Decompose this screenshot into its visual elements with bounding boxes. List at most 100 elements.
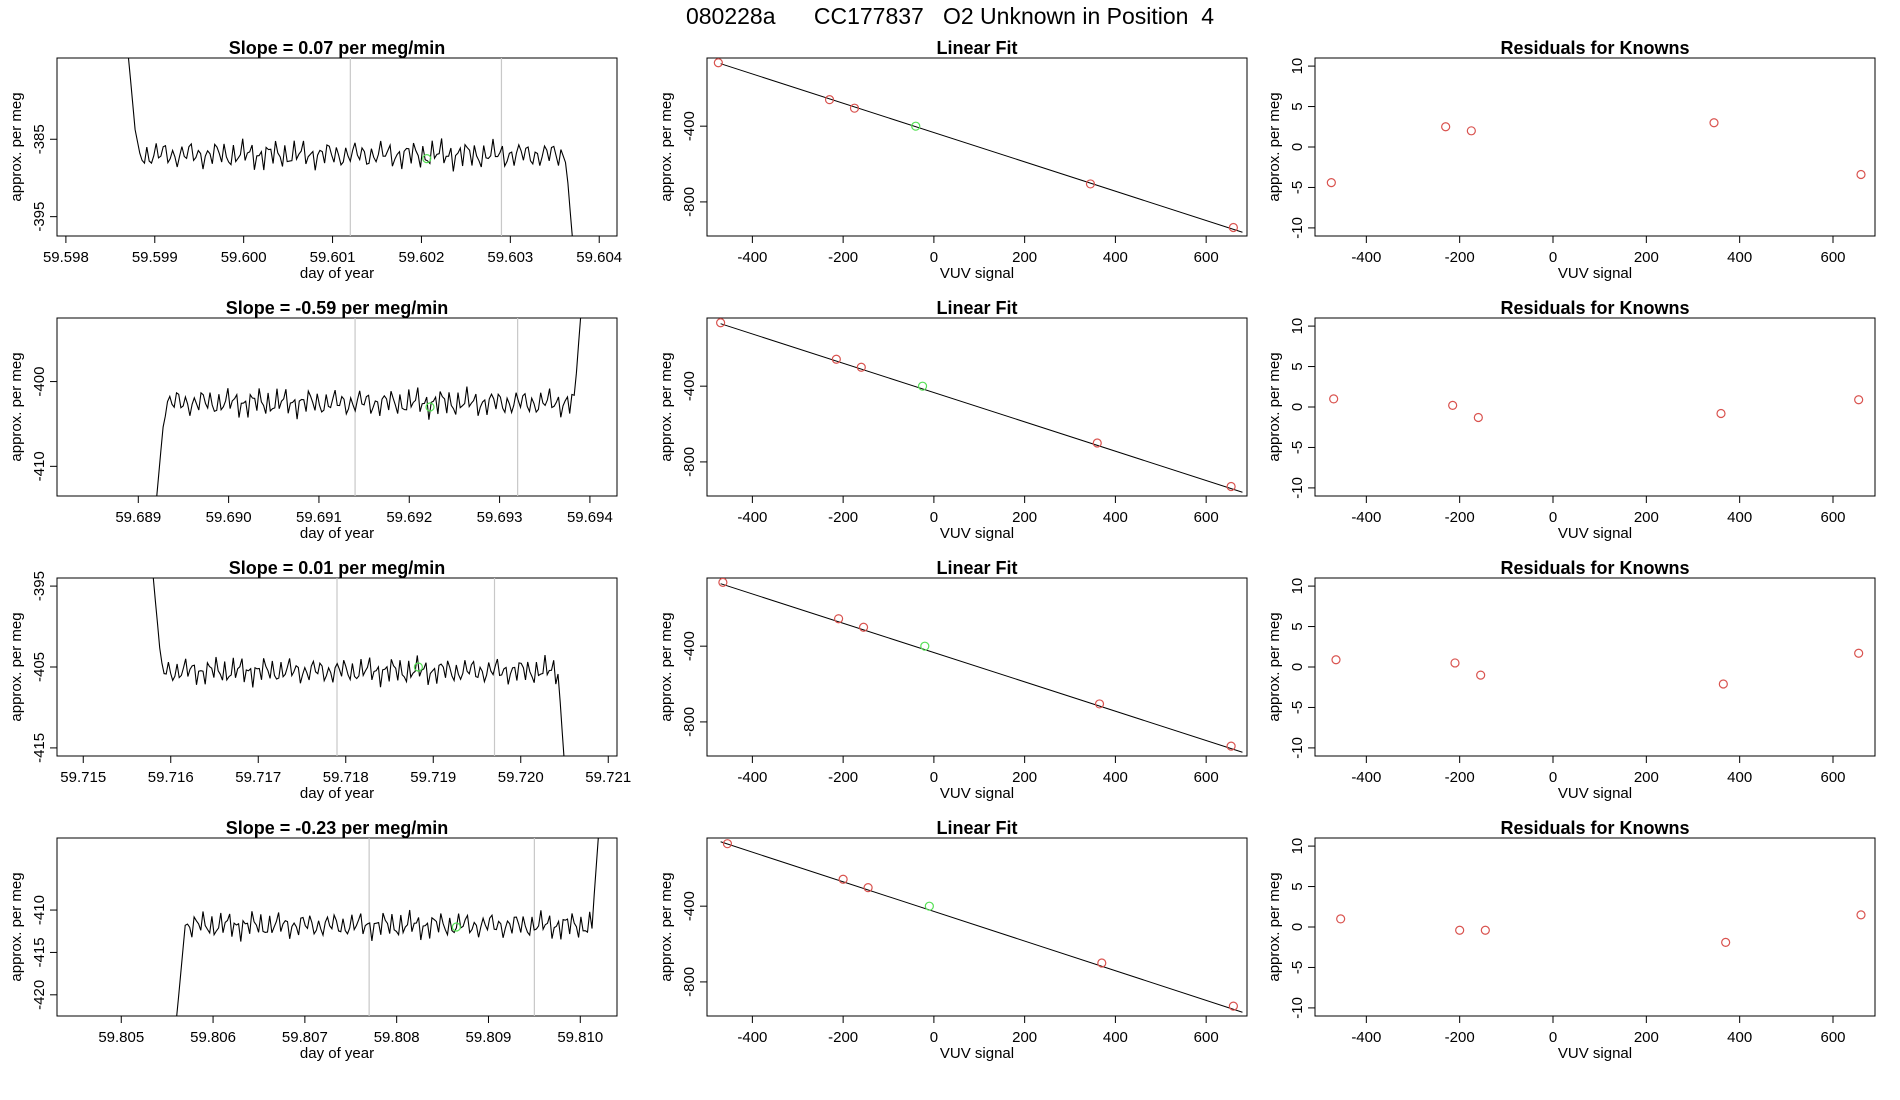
y-tick-label: -410	[31, 451, 48, 481]
known-point	[1228, 1001, 1238, 1011]
known-point	[833, 614, 844, 624]
y-tick-label: -10	[1289, 997, 1306, 1019]
x-tick-label: -200	[1445, 769, 1475, 786]
known-point	[831, 354, 841, 364]
x-tick-label: 59.719	[410, 769, 456, 786]
x-tick-label: 600	[1820, 249, 1845, 266]
plot-area	[713, 58, 1243, 233]
x-tick-label: -400	[1351, 769, 1381, 786]
x-tick-label: 59.693	[477, 509, 523, 526]
x-tick-label: 0	[930, 769, 938, 786]
x-tick-label: 400	[1103, 249, 1128, 266]
known-point	[1721, 937, 1731, 947]
x-tick-label: 0	[1549, 249, 1557, 266]
x-tick-label: 600	[1194, 1029, 1219, 1046]
x-axis-label: VUV signal	[940, 525, 1014, 542]
known-point	[1226, 481, 1236, 492]
y-tick-label: -400	[31, 367, 48, 397]
x-tick-label: 0	[1549, 1029, 1557, 1046]
y-tick-label: -400	[681, 891, 698, 921]
y-tick-label: -5	[1289, 701, 1306, 714]
plot-area	[1329, 394, 1864, 423]
x-tick-label: 600	[1820, 1029, 1845, 1046]
plot-area	[720, 839, 1243, 1013]
chart-panel-3: Residuals for Knowns -400 -200 0 200 400 600 10…	[1266, 38, 1876, 282]
x-tick-label: -200	[1445, 249, 1475, 266]
x-axis-label: VUV signal	[940, 1045, 1014, 1062]
x-tick-label: 59.721	[585, 769, 631, 786]
x-tick-label: -400	[1351, 1029, 1381, 1046]
x-tick-label: 0	[930, 509, 938, 526]
plot-frame	[56, 837, 618, 1017]
chart-panel-9: Residuals for Knowns -400 -200 0 200 400 600 10…	[1266, 558, 1876, 802]
known-point	[718, 578, 728, 587]
known-point	[858, 622, 869, 632]
x-tick-label: 400	[1727, 769, 1752, 786]
known-point	[1455, 925, 1465, 935]
y-tick-label: 0	[1289, 143, 1306, 151]
chart-panel-11: Linear Fit -400 -200 0 200 400 600 -400 -800 VUV …	[658, 818, 1248, 1062]
unknown-point	[924, 901, 934, 911]
x-tick-label: 59.810	[557, 1029, 603, 1046]
y-tick-label: 10	[1289, 578, 1306, 595]
known-point	[1092, 438, 1102, 448]
known-point	[1473, 412, 1483, 423]
plot-frame	[1314, 317, 1876, 497]
x-tick-label: -400	[1351, 249, 1381, 266]
known-point	[722, 839, 733, 849]
known-point	[1094, 699, 1105, 709]
data-trace	[156, 318, 582, 496]
y-tick-label: -5	[1289, 441, 1306, 454]
x-tick-label: 59.806	[190, 1029, 236, 1046]
x-axis-label: VUV signal	[1558, 265, 1632, 282]
chart-title: Slope = 0.07 per meg/min	[229, 38, 446, 58]
x-tick-label: 200	[1634, 509, 1659, 526]
plot-frame	[706, 837, 1248, 1017]
known-point	[1709, 118, 1719, 128]
plot-frame	[706, 57, 1248, 237]
chart-panel-1: Slope = 0.07 per meg/min 59.598 59.599 59.6…	[8, 38, 622, 282]
unknown-point	[917, 381, 928, 391]
x-tick-label: 0	[1549, 509, 1557, 526]
x-axis-label: day of year	[300, 525, 374, 542]
x-tick-label: -400	[737, 509, 767, 526]
y-axis-label: approx. per meg	[658, 352, 675, 461]
chart-panel-10: Slope = -0.23 per meg/min 59.805 59.806 59.…	[8, 818, 618, 1062]
y-tick-label: -5	[1289, 181, 1306, 194]
known-point	[1331, 655, 1341, 665]
y-tick-label: -800	[681, 447, 698, 477]
plot-area	[716, 318, 1243, 493]
x-tick-label: 59.692	[386, 509, 432, 526]
x-tick-label: 59.809	[466, 1029, 512, 1046]
known-point	[856, 362, 866, 372]
known-point	[1326, 178, 1336, 188]
page-title: 080228a CC177837 O2 Unknown in Position …	[685, 3, 1215, 29]
known-point	[863, 883, 873, 893]
chart-panel-6: Residuals for Knowns -400 -200 0 200 400 600 10…	[1266, 298, 1876, 542]
x-tick-label: 200	[1634, 249, 1659, 266]
chart-panel-7: Slope = 0.01 per meg/min 59.715 59.716 59.7…	[8, 558, 631, 802]
y-tick-label: -405	[31, 652, 48, 682]
x-tick-label: 59.807	[282, 1029, 328, 1046]
fit-line	[720, 841, 1243, 1013]
chart-title: Linear Fit	[936, 38, 1017, 58]
x-tick-label: -200	[828, 769, 858, 786]
known-point	[1480, 925, 1490, 935]
y-tick-label: -5	[1289, 961, 1306, 974]
x-tick-label: 59.808	[374, 1029, 420, 1046]
y-tick-label: 10	[1289, 58, 1306, 75]
x-tick-label: 200	[1012, 769, 1037, 786]
x-tick-label: -200	[828, 509, 858, 526]
y-tick-label: 0	[1289, 923, 1306, 931]
known-point	[1226, 741, 1236, 751]
y-axis-label: approx. per meg	[8, 612, 25, 721]
x-tick-label: 400	[1727, 1029, 1752, 1046]
known-point	[1441, 122, 1451, 132]
x-tick-label: 200	[1634, 1029, 1659, 1046]
known-point	[1854, 648, 1864, 658]
y-tick-label: 10	[1289, 318, 1306, 335]
data-trace	[176, 838, 599, 1016]
x-tick-label: 59.602	[398, 249, 444, 266]
plot-frame	[1314, 837, 1876, 1017]
x-tick-label: 200	[1012, 1029, 1037, 1046]
